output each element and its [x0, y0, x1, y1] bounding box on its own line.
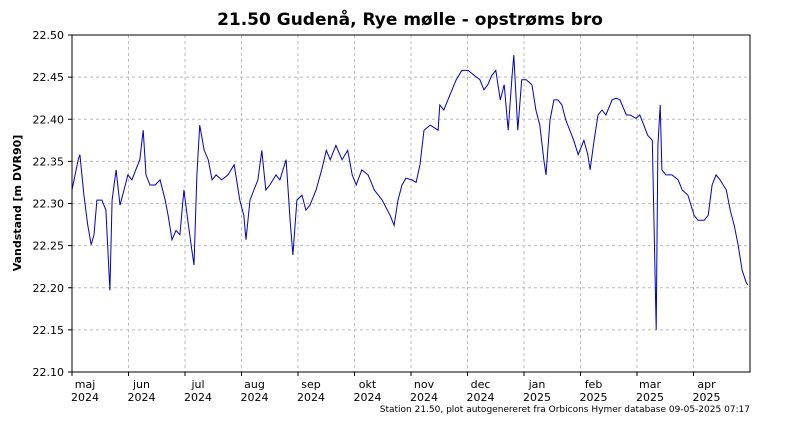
x-tick-label: nov 2024	[410, 378, 438, 404]
y-tick-label: 22.45	[33, 71, 65, 84]
x-tick-label: aug 2024	[240, 378, 269, 404]
y-tick-label: 22.30	[33, 198, 65, 211]
x-tick-label: dec 2024	[466, 378, 495, 404]
x-tick-label: feb 2025	[579, 378, 608, 404]
x-tick-label: mar 2025	[636, 378, 664, 404]
x-tick-label: maj 2024	[71, 378, 99, 404]
x-tick-label: jan 2025	[523, 378, 551, 404]
footnote: Station 21.50, plot autogenereret fra Or…	[380, 405, 750, 415]
x-tick-label: sep 2024	[297, 378, 325, 404]
chart-title: 21.50 Gudenå, Rye mølle - opstrøms bro	[217, 8, 603, 30]
y-tick-label: 22.15	[33, 324, 65, 337]
x-tick-label: jul 2024	[184, 378, 212, 404]
x-tick-label: apr 2025	[692, 378, 721, 404]
plot-frame	[71, 34, 751, 373]
y-axis-label: Vandstand [m DVR90]	[11, 135, 24, 272]
data-line	[71, 55, 749, 330]
y-tick-label: 22.50	[33, 29, 65, 42]
y-tick-label: 22.35	[33, 155, 65, 168]
y-tick-label: 22.25	[33, 240, 65, 253]
y-tick-label: 22.40	[33, 113, 65, 126]
y-tick-label: 22.20	[33, 282, 65, 295]
x-tick-label: okt 2024	[353, 378, 382, 404]
x-tick-label: jun 2024	[127, 378, 156, 404]
y-tick-label: 22.10	[33, 366, 65, 379]
